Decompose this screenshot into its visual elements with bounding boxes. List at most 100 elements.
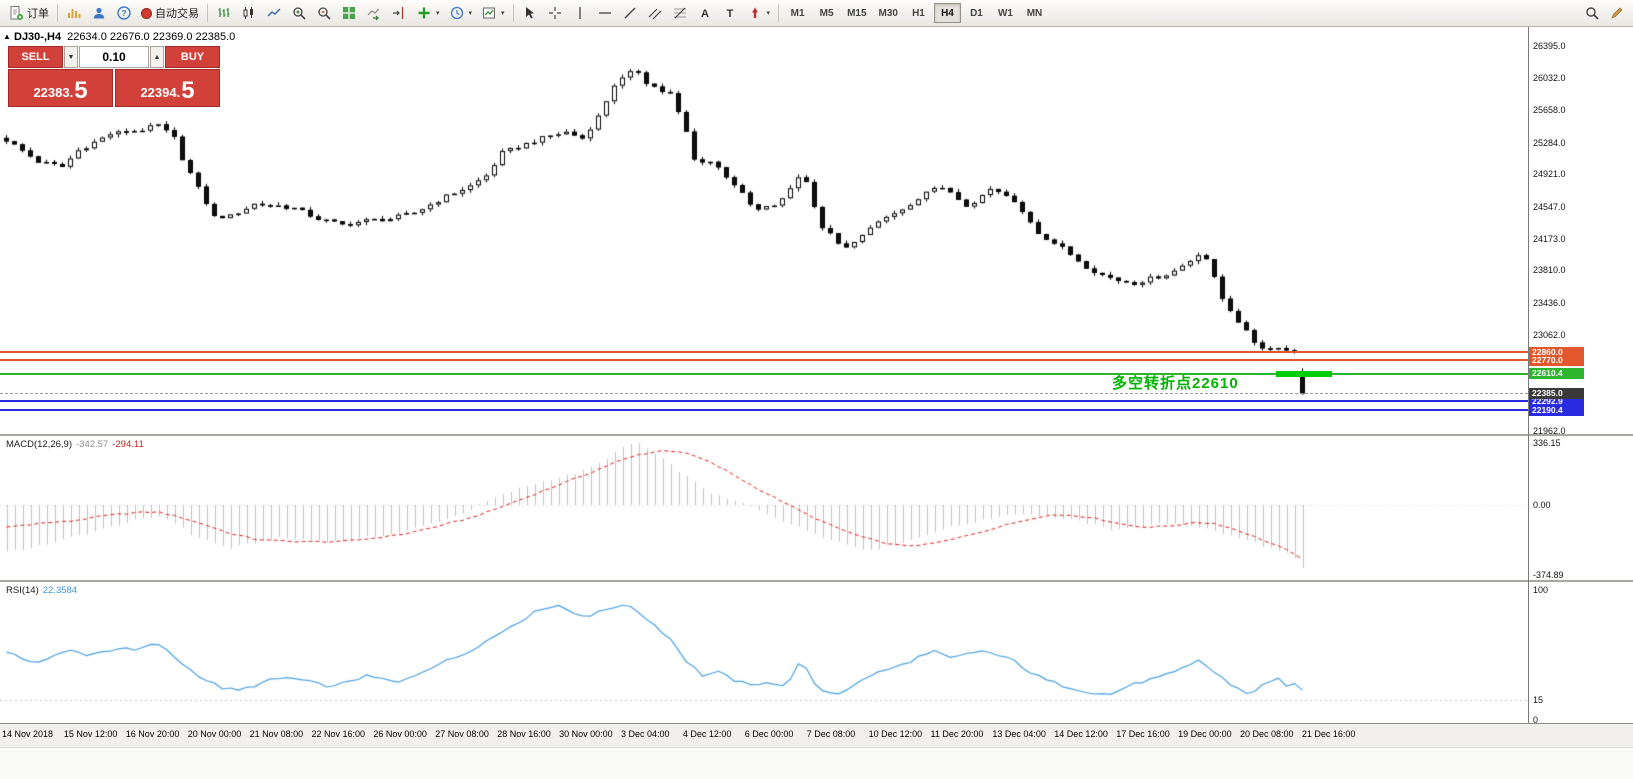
timeframe-m15-button[interactable]: M15: [842, 3, 871, 23]
channel-icon: [647, 5, 663, 21]
search-icon: [1584, 5, 1600, 21]
periods-button[interactable]: ▾: [445, 2, 477, 24]
toolbar-divider: [512, 4, 514, 22]
auto-scroll-button[interactable]: [362, 2, 386, 24]
label-icon: T: [722, 5, 738, 21]
timeframe-group: M1 M5 M15 M30 H1 H4 D1 W1 MN: [783, 3, 1049, 23]
vertical-line-button[interactable]: [568, 2, 592, 24]
chart-shift-button[interactable]: [387, 2, 411, 24]
time-label: 16 Nov 20:00: [125, 729, 180, 739]
trendline-button[interactable]: [618, 2, 642, 24]
pane-separator-macd[interactable]: [0, 434, 1633, 436]
bar-chart-button[interactable]: [212, 2, 236, 24]
sell-button[interactable]: SELL: [8, 46, 63, 68]
new-order-button[interactable]: 订单: [4, 2, 53, 24]
line-chart-button[interactable]: [262, 2, 286, 24]
buy-price-button[interactable]: 22394. 5: [115, 69, 220, 107]
arrows-button[interactable]: ▾: [743, 2, 775, 24]
macd-axis-label: -374.89: [1533, 569, 1564, 580]
channel-button[interactable]: [643, 2, 667, 24]
market-watch-button[interactable]: [62, 2, 86, 24]
crosshair-button[interactable]: [543, 2, 567, 24]
time-label: 17 Dec 16:00: [1116, 729, 1170, 739]
trendline-icon: [622, 5, 638, 21]
chevron-down-icon: ▾: [468, 10, 473, 17]
horizontal-line-button[interactable]: [593, 2, 617, 24]
cursor-icon: [522, 5, 538, 21]
volume-increase-button[interactable]: ▲: [150, 46, 164, 68]
text-button[interactable]: A: [693, 2, 717, 24]
turning-point-annotation: 多空转折点22610: [1112, 375, 1239, 392]
price-tick-label: 26032.0: [1533, 72, 1566, 83]
chart-shift-icon: [391, 5, 407, 21]
time-label: 28 Nov 16:00: [497, 729, 551, 739]
fibonacci-button[interactable]: [668, 2, 692, 24]
account-button[interactable]: [87, 2, 111, 24]
current-price-tag: 22385.0: [1529, 387, 1584, 399]
price-tag: 22860.0: [1529, 346, 1584, 358]
timeframe-m1-button[interactable]: M1: [784, 3, 811, 23]
sell-price-big-digit: 5: [74, 77, 88, 104]
buy-button[interactable]: BUY: [165, 46, 220, 68]
rsi-canvas[interactable]: [0, 582, 1528, 723]
sell-price-button[interactable]: 22383. 5: [8, 69, 113, 107]
text-icon: A: [697, 5, 713, 21]
tile-windows-icon: [341, 5, 357, 21]
rsi-name: RSI(14): [6, 585, 39, 596]
timeframe-m5-button[interactable]: M5: [813, 3, 840, 23]
label-button[interactable]: T: [718, 2, 742, 24]
volume-input[interactable]: [79, 46, 149, 68]
time-label: 20 Nov 00:00: [187, 729, 242, 739]
chevron-down-icon: ▾: [501, 10, 505, 17]
time-label: 4 Dec 12:00: [682, 729, 732, 739]
main-chart-canvas[interactable]: [0, 27, 1528, 434]
edit-pencil-icon: [1609, 5, 1625, 21]
volume-decrease-button[interactable]: ▼: [64, 46, 78, 68]
arrows-icon: [747, 5, 763, 21]
time-label: 11 Dec 20:00: [930, 729, 984, 739]
edit-button[interactable]: [1605, 2, 1629, 24]
help-button[interactable]: ?: [112, 2, 136, 24]
timeframe-h1-button[interactable]: H1: [905, 3, 932, 23]
zoom-in-button[interactable]: [287, 2, 311, 24]
candlestick-chart-button[interactable]: [237, 2, 261, 24]
timeframe-m30-button[interactable]: M30: [874, 3, 903, 23]
indicators-button[interactable]: ▾: [412, 2, 444, 24]
time-label: 19 Dec 00:00: [1178, 729, 1232, 739]
bar-chart-icon: [216, 5, 232, 21]
templates-button[interactable]: ▾: [477, 2, 509, 24]
time-label: 3 Dec 04:00: [621, 729, 670, 739]
timeframe-d1-button[interactable]: D1: [963, 3, 990, 23]
toolbar: 订单 ? 自动交易 ▾ ▾ ▾ A T ▾ M1 M5 M15 M30 H1 H: [0, 0, 1633, 27]
search-button[interactable]: [1580, 2, 1604, 24]
timeframe-w1-button[interactable]: W1: [992, 3, 1019, 23]
new-order-label: 订单: [27, 8, 49, 20]
time-label: 30 Nov 00:00: [559, 729, 613, 739]
tile-windows-button[interactable]: [337, 2, 361, 24]
timeframe-mn-button[interactable]: MN: [1021, 3, 1048, 23]
pane-separator-rsi[interactable]: [0, 580, 1633, 582]
price-tick-label: 25284.0: [1533, 137, 1566, 148]
svg-text:A: A: [701, 8, 709, 20]
toolbar-divider: [57, 4, 58, 22]
one-click-toggle-icon[interactable]: ▲: [3, 32, 11, 41]
buy-price-big-digit: 5: [181, 77, 195, 104]
time-axis[interactable]: 14 Nov 2018 15 Nov 12:00 16 Nov 20:00 20 No…: [0, 723, 1633, 747]
macd-canvas[interactable]: [0, 436, 1528, 580]
zoom-out-button[interactable]: [312, 2, 336, 24]
time-label: 15 Nov 12:00: [63, 729, 118, 739]
time-label: 27 Nov 08:00: [435, 729, 489, 739]
horizontal-line-icon: [597, 5, 613, 21]
toolbar-divider: [207, 4, 208, 22]
timeframe-h4-button[interactable]: H4: [933, 3, 961, 23]
market-watch-icon: [66, 5, 82, 21]
auto-scroll-icon: [366, 5, 382, 21]
price-tag: 22610.4: [1529, 368, 1584, 380]
ohlc-label: 22634.0 22676.0 22369.0 22385.0: [67, 31, 236, 43]
account-icon: [91, 5, 107, 21]
chart-title: DJ30-,H4 22634.0 22676.0 22369.0 22385.0: [14, 31, 235, 43]
templates-icon: [481, 5, 497, 21]
cursor-button[interactable]: [518, 2, 542, 24]
autotrading-button[interactable]: 自动交易: [137, 2, 203, 24]
